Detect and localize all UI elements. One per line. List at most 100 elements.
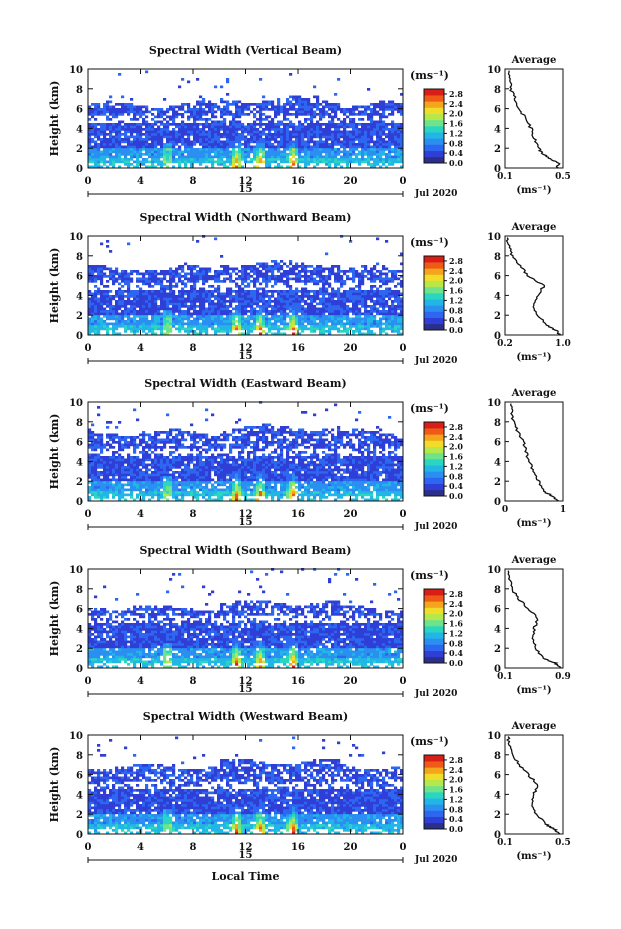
colorbar-swatch (424, 632, 444, 639)
colorbar-swatch (424, 638, 444, 645)
day-label: 15 (239, 517, 253, 528)
profile-y-tick-label: 4 (494, 457, 501, 468)
profile-x-tick-label: 1 (560, 505, 566, 515)
date-label: Jul 2020 (414, 356, 457, 366)
profile-y-tick-label: 2 (494, 477, 501, 488)
profile-x-tick-label: 1.0 (555, 339, 571, 349)
x-tick-label: 16 (291, 676, 305, 687)
y-axis-label: Height (km) (48, 414, 61, 490)
x-tick-label: 0 (85, 343, 92, 354)
x-axis-label: Local Time (212, 870, 280, 883)
x-tick-label: 8 (190, 842, 197, 853)
colorbar-tick-label: 1.6 (449, 619, 463, 629)
colorbar-swatch (424, 113, 444, 121)
colorbar-tick-label: 0.0 (449, 491, 463, 501)
colorbar-swatch (424, 822, 444, 830)
colorbar-swatch (424, 446, 444, 454)
profile-y-tick-label: 6 (494, 771, 501, 782)
y-tick-label: 10 (69, 232, 83, 243)
day-label: 15 (239, 184, 253, 195)
colorbar-swatch (424, 89, 444, 96)
date-label: Jul 2020 (414, 855, 457, 865)
colorbar-swatch (424, 119, 444, 127)
colorbar-swatch (424, 150, 444, 158)
profile-y-tick-label: 4 (494, 291, 501, 302)
y-tick-label: 4 (76, 291, 83, 302)
colorbar-tick-label: 2.8 (449, 589, 463, 599)
x-tick-label: 8 (190, 176, 197, 187)
y-tick-label: 8 (76, 85, 83, 96)
colorbar-swatch (424, 626, 444, 633)
colorbar-tick-label: 2.4 (449, 99, 463, 109)
y-tick-label: 6 (76, 105, 83, 116)
colorbar-tick-label: 1.6 (449, 119, 463, 129)
profile-y-tick-label: 10 (487, 565, 501, 576)
profile-y-tick-label: 4 (494, 790, 501, 801)
colorbar-swatch (424, 262, 444, 269)
x-tick-label: 8 (190, 343, 197, 354)
colorbar-tick-label: 2.8 (449, 89, 463, 99)
x-tick-label: 4 (137, 842, 144, 853)
profile-y-tick-label: 2 (494, 644, 501, 655)
colorbar-swatch (424, 773, 444, 780)
y-tick-label: 0 (76, 331, 83, 342)
profile-y-tick-label: 8 (494, 418, 501, 429)
day-label: 15 (239, 351, 253, 362)
profile-x-tick-label: 0.5 (555, 838, 571, 848)
x-tick-label: 0 (400, 343, 407, 354)
average-profile-line (510, 403, 559, 502)
colorbar-swatch (424, 459, 444, 466)
profile-y-tick-label: 10 (487, 398, 501, 409)
x-tick-label: 0 (85, 176, 92, 187)
colorbar-tick-label: 1.2 (449, 128, 463, 138)
profile-title: Average (511, 721, 557, 732)
colorbar-tick-label: 0.0 (449, 325, 463, 335)
colorbar-swatch (424, 767, 444, 774)
y-tick-label: 6 (76, 438, 83, 449)
x-tick-label: 20 (344, 343, 358, 354)
y-axis-label: Height (km) (48, 248, 61, 324)
x-tick-label: 20 (344, 176, 358, 187)
colorbar-swatch (424, 619, 444, 627)
colorbar-tick-label: 2.4 (449, 599, 463, 609)
profile-y-tick-label: 0 (494, 331, 501, 342)
profile-y-tick-label: 6 (494, 438, 501, 449)
profile-x-label: (ms⁻¹) (516, 518, 551, 529)
profile-y-tick-label: 0 (494, 830, 501, 841)
colorbar-swatch (424, 107, 444, 114)
chart-panel-5: Spectral Width (Westward Beam) 0 2 4 6 8 10 0 4 8… (48, 710, 571, 865)
colorbar-swatch (424, 422, 444, 429)
day-label: 15 (239, 850, 253, 861)
x-tick-label: 20 (344, 509, 358, 520)
colorbar-tick-label: 0.8 (449, 305, 463, 315)
profile-x-tick-label: 0.2 (497, 339, 513, 349)
colorbar-tick-label: 0.8 (449, 471, 463, 481)
colorbar-swatch (424, 274, 444, 281)
x-tick-label: 8 (190, 509, 197, 520)
colorbar-swatch (424, 286, 444, 294)
colorbar-tick-label: 1.2 (449, 461, 463, 471)
profile-x-tick-label: 0.5 (555, 172, 571, 182)
colorbar-tick-label: 0.4 (449, 148, 463, 158)
profile-y-tick-label: 2 (494, 810, 501, 821)
x-tick-label: 0 (85, 676, 92, 687)
colorbar-swatch (424, 132, 444, 139)
profile-y-tick-label: 6 (494, 105, 501, 116)
profile-title: Average (511, 388, 557, 399)
colorbar-swatch (424, 268, 444, 275)
y-tick-label: 2 (76, 644, 83, 655)
colorbar-tick-label: 2.0 (449, 276, 463, 286)
x-tick-label: 12 (239, 676, 253, 687)
colorbar-swatch (424, 650, 444, 658)
y-tick-label: 4 (76, 624, 83, 635)
profile-x-tick-label: 0.1 (497, 172, 513, 182)
x-tick-label: 12 (239, 176, 253, 187)
profile-y-tick-label: 0 (494, 164, 501, 175)
colorbar-swatch (424, 138, 444, 145)
x-tick-label: 16 (291, 842, 305, 853)
colorbar-swatch (424, 465, 444, 472)
profile-title: Average (511, 55, 557, 66)
profile-y-tick-label: 10 (487, 232, 501, 243)
